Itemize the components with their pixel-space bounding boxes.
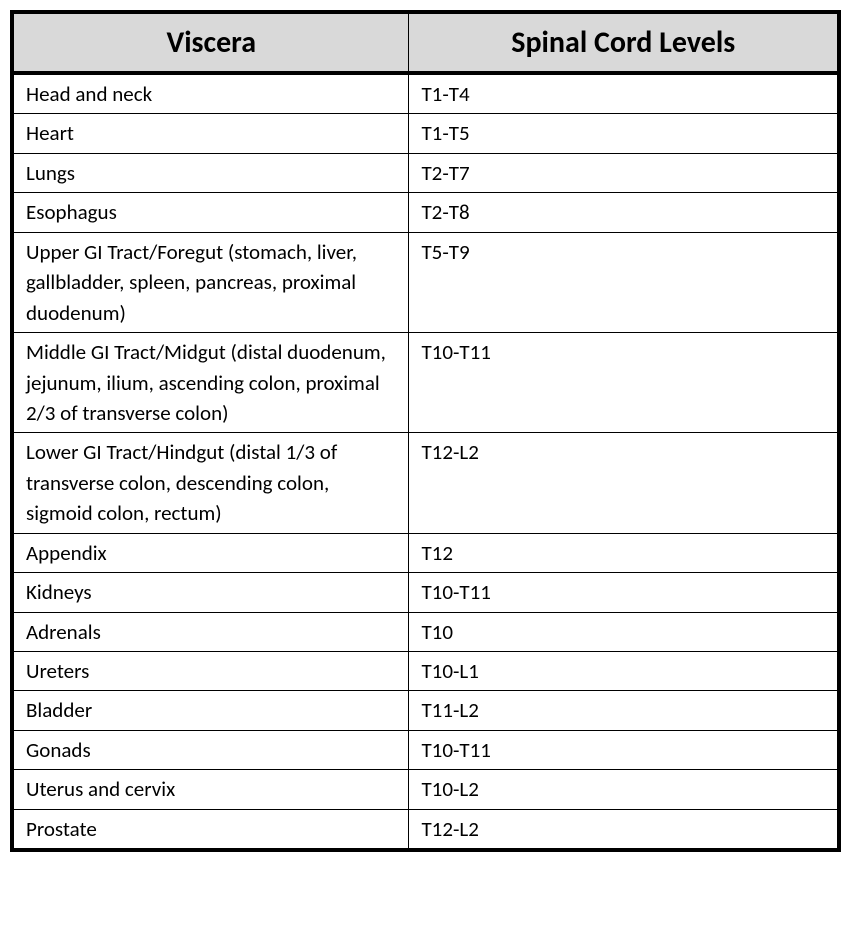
col-header-levels: Spinal Cord Levels (409, 12, 839, 73)
cell-viscera: Lower GI Tract/Hindgut (distal 1/3 of tr… (12, 433, 409, 533)
cell-levels: T10-T11 (409, 333, 839, 433)
table-row: Bladder T11-L2 (12, 691, 839, 730)
table-row: Adrenals T10 (12, 612, 839, 651)
cell-viscera: Esophagus (12, 193, 409, 232)
cell-viscera: Lungs (12, 153, 409, 192)
table-row: Upper GI Tract/Foregut (stomach, liver, … (12, 232, 839, 332)
cell-levels: T10-T11 (409, 573, 839, 612)
cell-levels: T2-T8 (409, 193, 839, 232)
cell-viscera: Heart (12, 114, 409, 153)
cell-levels: T10 (409, 612, 839, 651)
cell-levels: T10-T11 (409, 730, 839, 769)
cell-viscera: Middle GI Tract/Midgut (distal duodenum,… (12, 333, 409, 433)
col-header-viscera: Viscera (12, 12, 409, 73)
cell-levels: T11-L2 (409, 691, 839, 730)
cell-viscera: Prostate (12, 809, 409, 850)
cell-viscera: Bladder (12, 691, 409, 730)
cell-viscera: Kidneys (12, 573, 409, 612)
table-row: Middle GI Tract/Midgut (distal duodenum,… (12, 333, 839, 433)
cell-levels: T1-T4 (409, 73, 839, 114)
table-row: Gonads T10-T11 (12, 730, 839, 769)
table-row: Esophagus T2-T8 (12, 193, 839, 232)
cell-levels: T10-L1 (409, 652, 839, 691)
viscera-spinal-table: Viscera Spinal Cord Levels Head and neck… (10, 10, 841, 852)
table-header-row: Viscera Spinal Cord Levels (12, 12, 839, 73)
table-row: Uterus and cervix T10-L2 (12, 770, 839, 809)
table-row: Prostate T12-L2 (12, 809, 839, 850)
cell-levels: T1-T5 (409, 114, 839, 153)
table-row: Lungs T2-T7 (12, 153, 839, 192)
table-row: Kidneys T10-T11 (12, 573, 839, 612)
cell-levels: T12 (409, 533, 839, 572)
cell-viscera: Upper GI Tract/Foregut (stomach, liver, … (12, 232, 409, 332)
cell-levels: T12-L2 (409, 433, 839, 533)
cell-levels: T10-L2 (409, 770, 839, 809)
table-row: Heart T1-T5 (12, 114, 839, 153)
table-body: Head and neck T1-T4 Heart T1-T5 Lungs T2… (12, 73, 839, 850)
cell-viscera: Ureters (12, 652, 409, 691)
cell-levels: T5-T9 (409, 232, 839, 332)
table-row: Ureters T10-L1 (12, 652, 839, 691)
cell-levels: T12-L2 (409, 809, 839, 850)
table-row: Appendix T12 (12, 533, 839, 572)
table-row: Head and neck T1-T4 (12, 73, 839, 114)
cell-viscera: Appendix (12, 533, 409, 572)
cell-viscera: Gonads (12, 730, 409, 769)
cell-viscera: Adrenals (12, 612, 409, 651)
cell-viscera: Uterus and cervix (12, 770, 409, 809)
cell-viscera: Head and neck (12, 73, 409, 114)
table-row: Lower GI Tract/Hindgut (distal 1/3 of tr… (12, 433, 839, 533)
cell-levels: T2-T7 (409, 153, 839, 192)
